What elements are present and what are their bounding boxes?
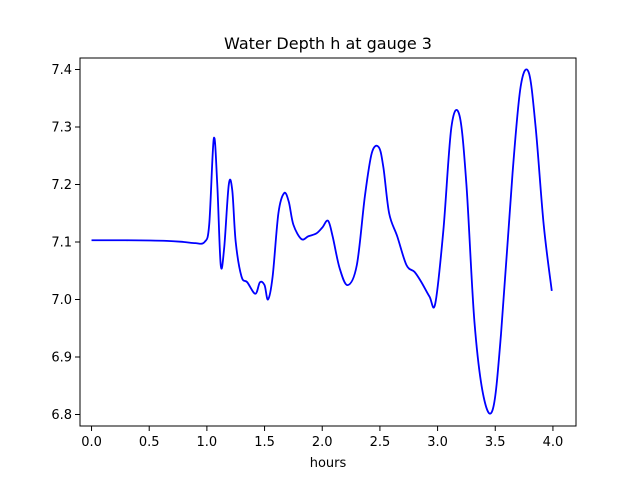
chart-title: Water Depth h at gauge 3 [224, 34, 432, 53]
y-tick-label: 7.4 [51, 63, 72, 78]
x-tick-label: 1.5 [254, 435, 275, 450]
x-tick-label: 3.0 [427, 435, 448, 450]
y-tick-label: 7.0 [51, 293, 72, 308]
x-tick-label: 2.0 [312, 435, 333, 450]
y-axis-ticks: 6.8 6.9 7.0 7.1 7.2 7.3 7.4 [51, 63, 80, 423]
x-axis-ticks: 0.0 0.5 1.0 1.5 2.0 2.5 3.0 3.5 4.0 [81, 426, 563, 450]
x-tick-label: 4.0 [543, 435, 564, 450]
x-tick-label: 0.5 [139, 435, 160, 450]
x-tick-label: 2.5 [370, 435, 391, 450]
x-tick-label: 0.0 [81, 435, 102, 450]
x-tick-label: 1.0 [197, 435, 218, 450]
series-line-gauge-3 [91, 68, 553, 415]
y-tick-label: 6.9 [51, 351, 72, 366]
y-tick-label: 7.1 [51, 236, 72, 251]
plot-frame [79, 57, 577, 427]
y-tick-label: 7.3 [51, 121, 72, 136]
y-tick-label: 6.8 [51, 408, 72, 423]
y-tick-label: 7.2 [51, 178, 72, 193]
x-tick-label: 3.5 [485, 435, 506, 450]
x-axis-label: hours [310, 456, 347, 471]
